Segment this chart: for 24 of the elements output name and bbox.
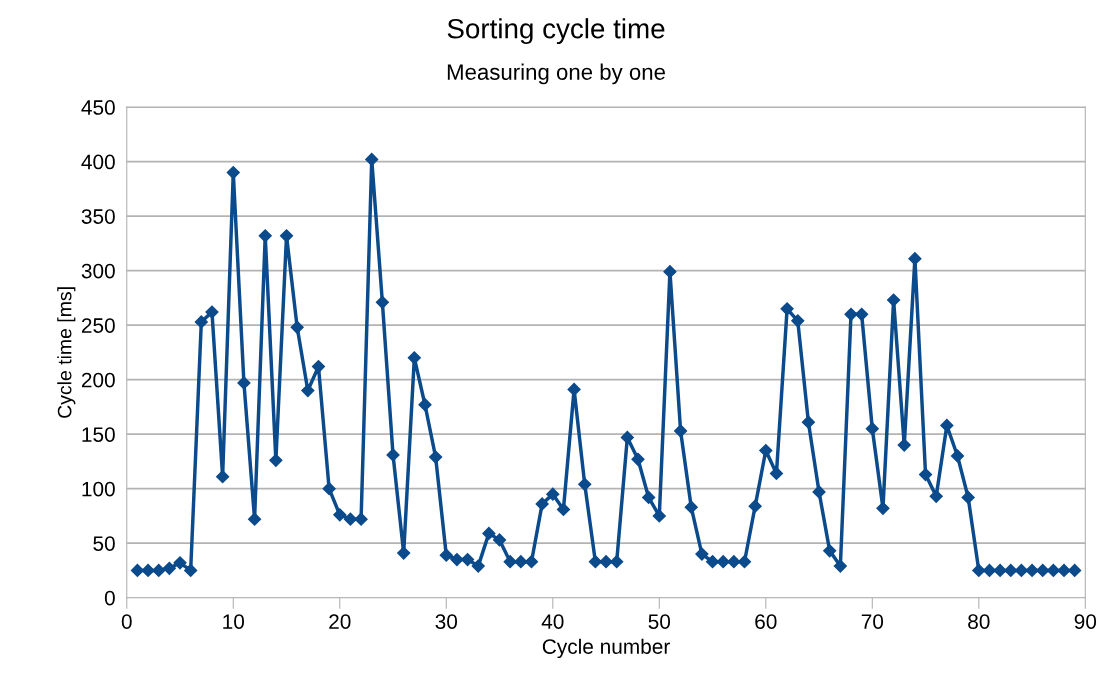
- x-tick-label: 70: [861, 614, 884, 629]
- x-tick-label: 40: [541, 614, 564, 629]
- y-tick-label: 400: [81, 154, 115, 170]
- y-tick-label: 250: [81, 318, 115, 333]
- x-tick-label: 90: [1074, 614, 1097, 629]
- y-axis-title: Cycle time [ms]: [57, 287, 76, 418]
- x-tick-label: 30: [435, 614, 458, 629]
- y-tick-label: 0: [104, 590, 115, 606]
- y-tick-label: 200: [81, 372, 115, 388]
- x-tick-label: 0: [121, 614, 132, 629]
- y-tick-label: 450: [81, 100, 115, 115]
- y-tick-label: 150: [82, 427, 115, 442]
- x-tick-label: 60: [755, 614, 777, 629]
- chart-subtitle: Measuring one by one: [447, 63, 665, 85]
- x-axis-title: Cycle number: [542, 638, 670, 659]
- x-tick-label: 50: [648, 614, 671, 629]
- chart-title: Sorting cycle time: [447, 18, 665, 45]
- x-tick-label: 10: [223, 614, 245, 629]
- y-tick-label: 50: [93, 536, 115, 551]
- y-tick-label: 300: [81, 263, 115, 279]
- x-tick-label: 20: [329, 614, 351, 629]
- y-tick-label: 100: [82, 481, 115, 497]
- x-tick-label: 80: [968, 614, 990, 629]
- y-tick-label: 350: [81, 209, 115, 224]
